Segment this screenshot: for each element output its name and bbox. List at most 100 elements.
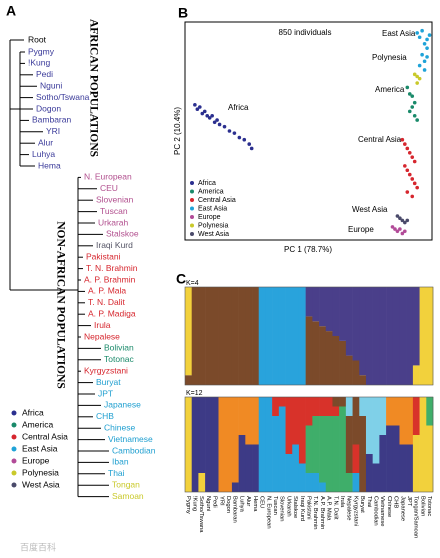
point [400,218,405,223]
admixture-segment [305,473,313,492]
point [195,107,200,111]
point [395,214,400,218]
cluster-label: Polynesia [372,53,407,62]
admixture-segment [332,336,340,385]
leaf-label: Sotho/Tswana [36,92,90,102]
leaf-label: Tuscan [100,206,128,216]
leaf-label: A. P. Mala [88,286,126,296]
admixture-segment [272,416,280,492]
leaf-label: Japanese [104,400,141,410]
admixture-segment [298,463,306,492]
x-tick-label: A.P. Brahmin [319,496,325,529]
point [232,131,237,135]
leaf-label: CHB [96,411,114,421]
point [405,146,410,151]
leaf-label: Hema [38,160,61,170]
point [425,37,429,42]
admixture-segment [258,287,266,385]
admixture-segment [426,397,434,426]
panel-letter: A [6,3,16,19]
x-tick-label: Iraqi Kurd [299,496,305,521]
point [210,113,214,118]
point [410,105,415,109]
admixture-segment [332,287,340,336]
leaf-label: A. P. Madiga [88,308,136,318]
x-tick-label: Urkarah [285,496,291,517]
legend-label: West Asia [198,231,229,238]
point [398,216,402,220]
admixture-segment [225,397,233,492]
admixture-segment [245,444,253,492]
admixture-segment [292,444,300,492]
point [412,159,417,164]
admixture-segment [412,287,420,366]
admixture-segment [319,287,327,327]
admixture-segment [265,397,273,492]
panel-letter: B [178,5,188,21]
admixture-segment [426,287,434,385]
x-tick-label: Pedi [212,496,218,508]
point [407,109,412,114]
point [407,92,412,96]
admixture-segment [379,287,387,385]
admixture-segment [298,397,306,464]
admixture-segment [252,287,260,385]
admixture-segment [406,287,414,385]
admixture-segment [359,416,367,492]
leaf-label: Chinese [104,422,135,432]
point [395,229,400,234]
point [215,118,219,122]
x-tick-label: Luhya [238,496,244,513]
legend-marker [11,482,17,488]
x-tick-label: Slovenian [279,496,285,521]
admixture-segment [205,397,213,492]
point [398,227,402,231]
admixture-segment [386,287,394,385]
leaf-label: Irula [94,320,111,330]
point [422,42,427,46]
legend-label: Africa [22,407,44,417]
x-tick-label: Kyrgyzstani [352,496,358,526]
admixture-segment [225,287,233,385]
legend-label: Europe [22,455,50,465]
legend-marker [190,232,194,236]
admixture-segment [352,444,360,473]
group-label: AFRICAN POPULATIONS [87,19,99,157]
cluster-label: Central Asia [358,135,402,144]
admixture-segment [325,397,333,416]
admixture-segment [419,397,427,492]
x-tick-label: Pakistani [305,496,311,520]
x-tick-label: Cambodian [372,496,378,526]
admixture-segment [231,287,239,385]
point [407,172,412,177]
group-label: NON-AFRICAN POPULATIONS [54,221,66,389]
admixture-segment [419,287,427,385]
admixture-segment [392,425,400,492]
leaf-label: T. N. Brahmin [86,263,138,273]
point [425,55,429,59]
admixture-segment [278,397,286,407]
admixture-segment [292,287,300,385]
admixture-segment [352,360,360,385]
point [412,100,417,105]
admixture-segment [399,287,407,385]
leaf-label: Samoan [112,491,144,501]
point [415,31,419,35]
leaf-label: Pygmy [28,46,55,56]
point [422,59,427,64]
admixture-segment [265,287,273,385]
point [417,63,422,68]
plot-frame [184,21,433,241]
leaf-label: Pedi [36,69,53,79]
admixture-segment [211,397,219,492]
x-tick-label: Alur [245,496,251,506]
admixture-segment [365,454,373,492]
k-label: K=4 [186,280,199,287]
point [403,142,407,146]
admixture-segment [238,287,246,385]
admixture-segment [298,287,306,385]
admixture-segment [319,397,327,416]
admixture-segment [352,473,360,492]
legend-label: America [22,419,53,429]
admixture-segment [339,406,347,492]
